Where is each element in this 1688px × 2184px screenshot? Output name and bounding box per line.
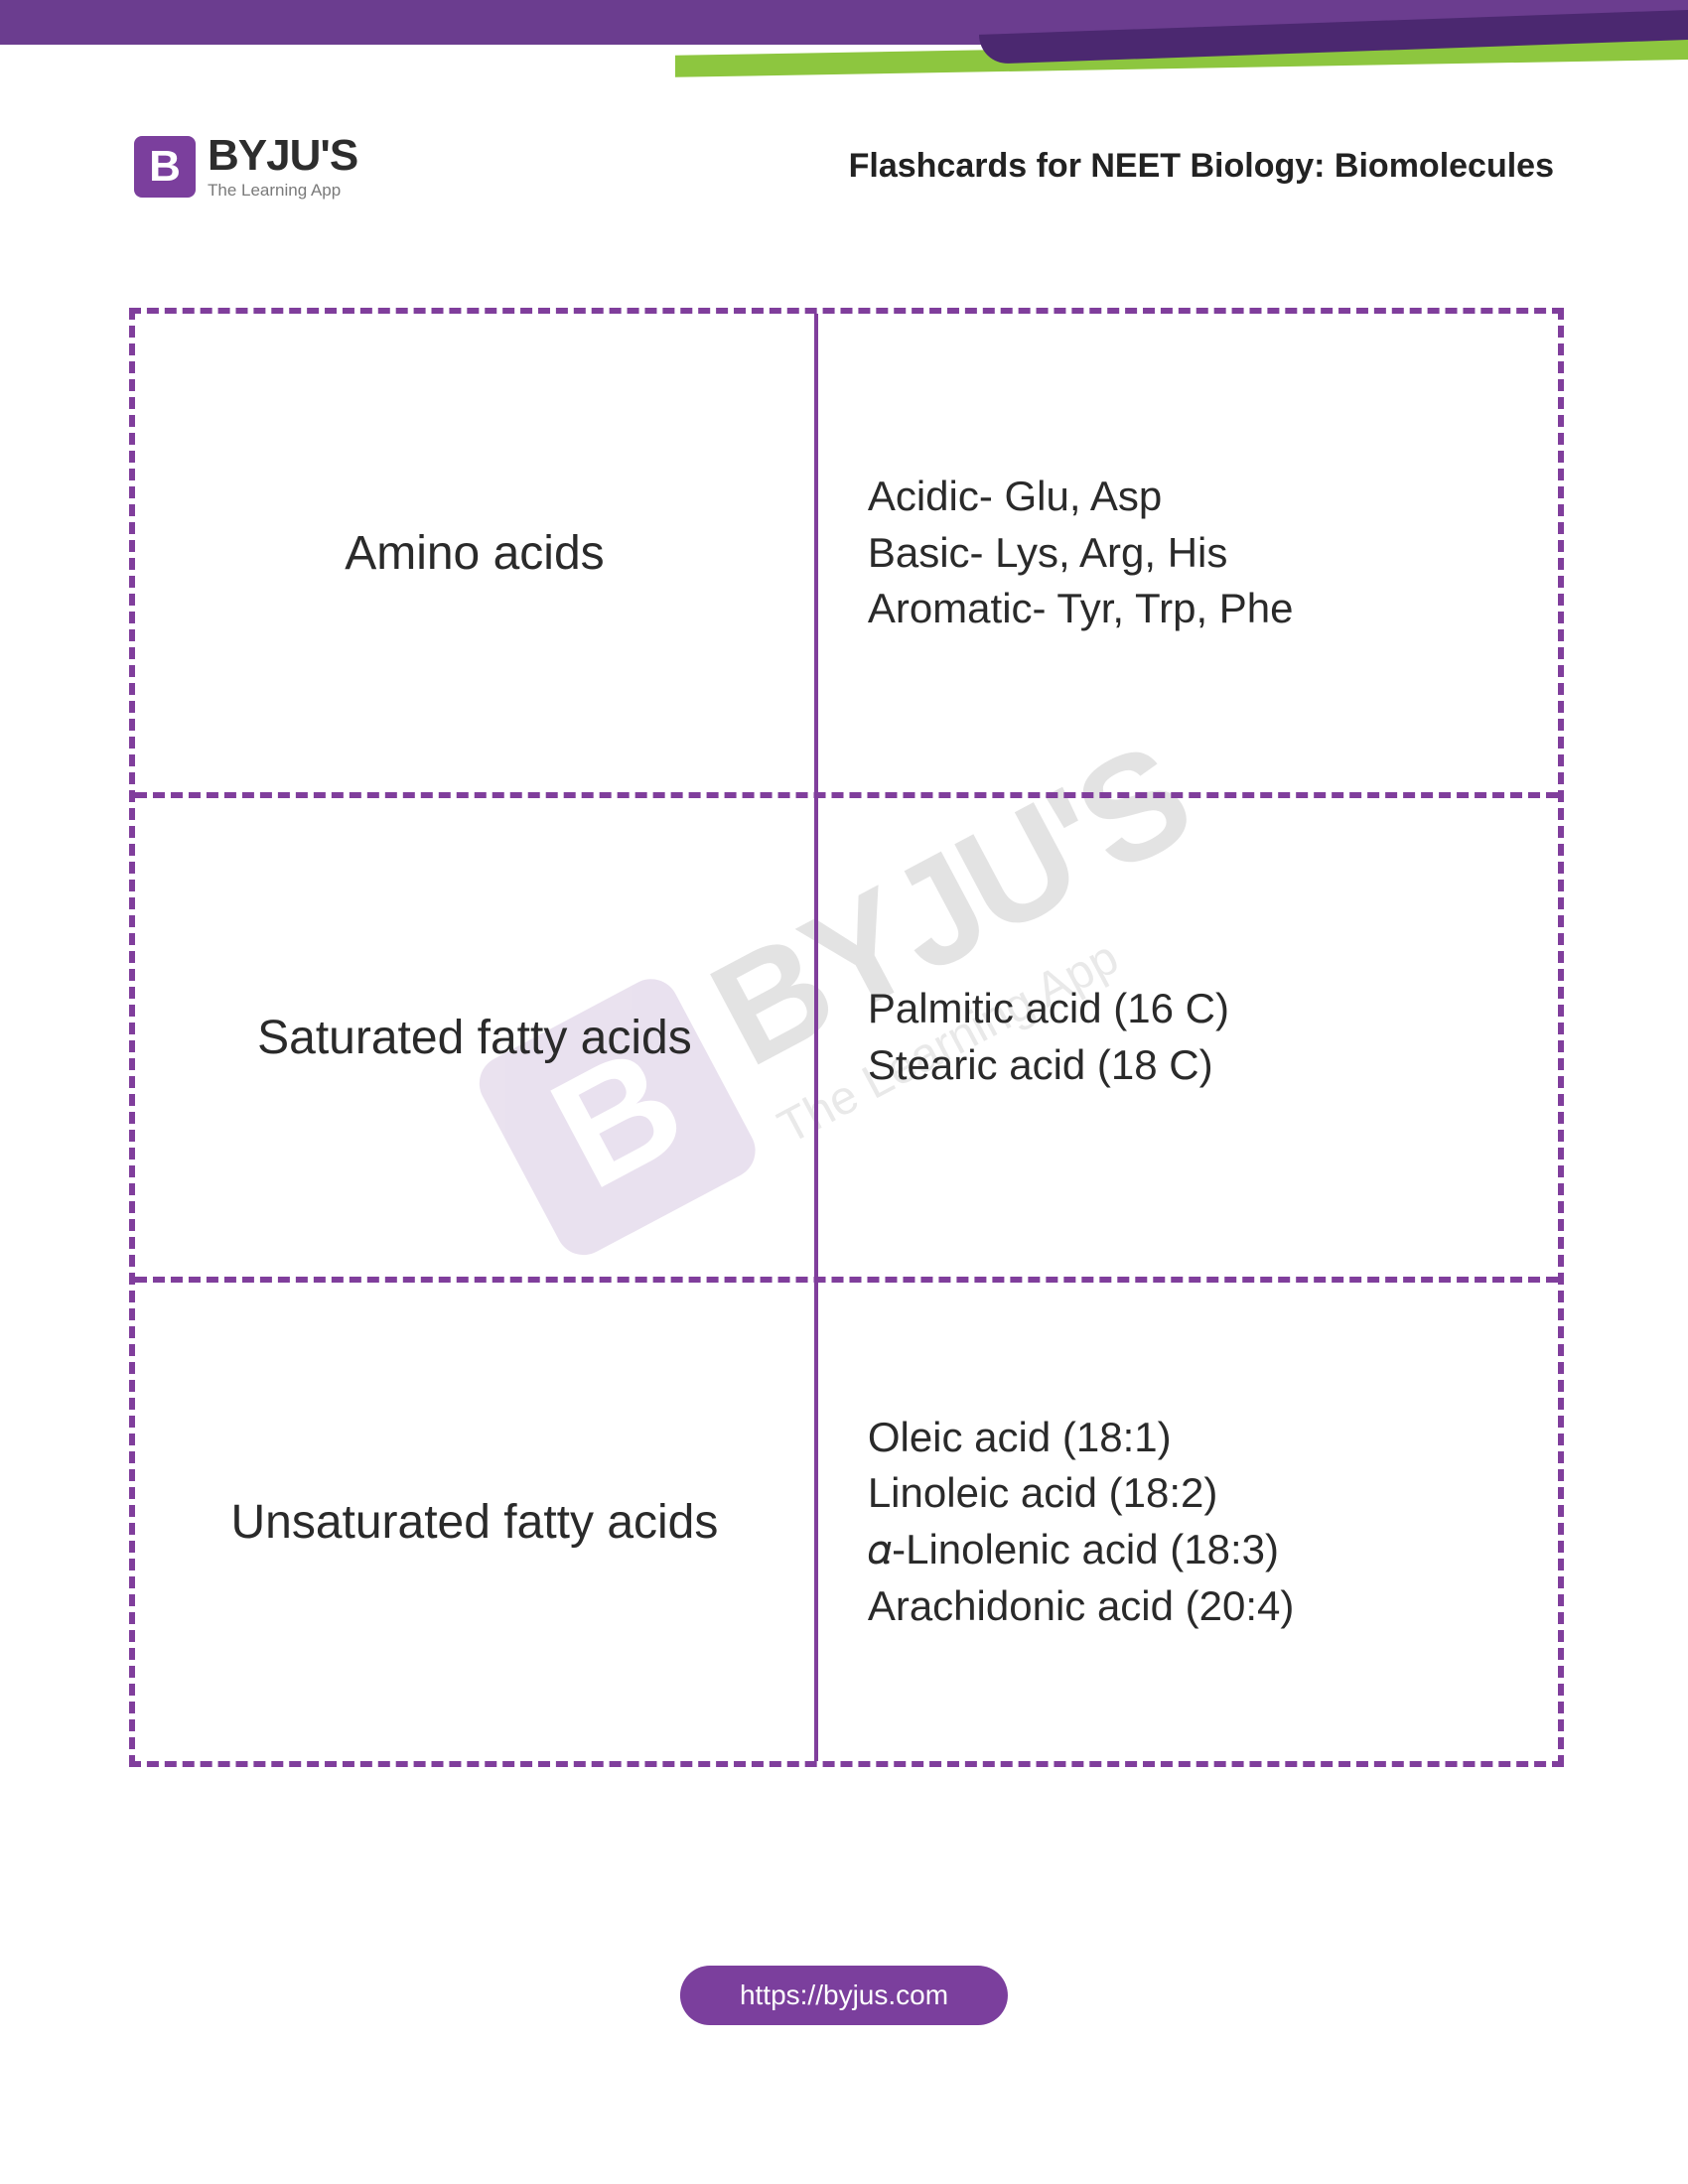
logo-main-text: BYJU'S [208,134,357,178]
top-banner [0,0,1688,60]
flashcard-term: Amino acids [135,314,818,792]
flashcard-details: Oleic acid (18:1) Linoleic acid (18:2) 𝛼… [818,1283,1558,1761]
flashcard-term: Unsaturated fatty acids [135,1283,818,1761]
flashcard-details: Palmitic acid (16 C) Stearic acid (18 C) [818,798,1558,1277]
page-title: Flashcards for NEET Biology: Biomolecule… [849,147,1554,186]
flashcard-row: Unsaturated fatty acids Oleic acid (18:1… [135,1283,1558,1761]
flashcard-details: Acidic- Glu, Asp Basic- Lys, Arg, His Ar… [818,314,1558,792]
header-row: B BYJU'S The Learning App Flashcards for… [134,134,1554,199]
flashcard-row: Amino acids Acidic- Glu, Asp Basic- Lys,… [135,314,1558,798]
detail-line: Oleic acid (18:1) [868,1410,1508,1466]
detail-line: Acidic- Glu, Asp [868,469,1508,525]
detail-line: Stearic acid (18 C) [868,1037,1508,1094]
logo-tagline: The Learning App [208,182,357,199]
flashcard-row: Saturated fatty acids Palmitic acid (16 … [135,798,1558,1283]
logo: B BYJU'S The Learning App [134,134,357,199]
logo-mark-icon: B [134,136,196,198]
detail-line: Aromatic- Tyr, Trp, Phe [868,581,1508,637]
flashcard-term: Saturated fatty acids [135,798,818,1277]
detail-line: Basic- Lys, Arg, His [868,525,1508,582]
detail-line: Arachidonic acid (20:4) [868,1578,1508,1635]
detail-line: Palmitic acid (16 C) [868,981,1508,1037]
logo-text: BYJU'S The Learning App [208,134,357,199]
footer-url-pill: https://byjus.com [680,1966,1008,2025]
detail-line: Linoleic acid (18:2) [868,1465,1508,1522]
detail-line: 𝛼-Linolenic acid (18:3) [868,1522,1508,1578]
flashcard-grid: Amino acids Acidic- Glu, Asp Basic- Lys,… [129,308,1564,1767]
